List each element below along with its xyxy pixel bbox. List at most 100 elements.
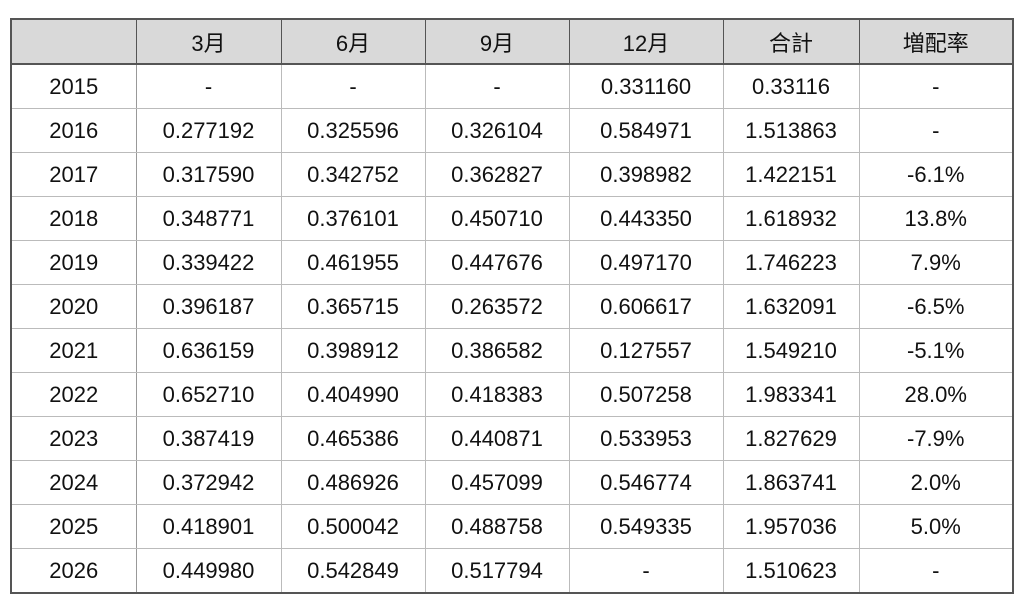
table-row: 2022 0.652710 0.404990 0.418383 0.507258 1.98…	[10, 372, 1014, 417]
value-cell: -	[858, 108, 1014, 153]
value-cell: 0.33116	[722, 63, 860, 109]
value-cell: 0.517794	[424, 548, 570, 594]
header-cell: 6月	[280, 18, 426, 65]
year-cell: 2024	[10, 460, 137, 505]
header-row: 3月 6月 9月 12月 合計 増配率	[10, 18, 1014, 65]
table-row: 2018 0.348771 0.376101 0.450710 0.443350 1.61…	[10, 196, 1014, 241]
value-cell: 5.0%	[858, 504, 1014, 549]
year-cell: 2019	[10, 240, 137, 285]
value-cell: 0.387419	[135, 416, 282, 461]
value-cell: 0.549335	[568, 504, 724, 549]
value-cell: 0.277192	[135, 108, 282, 153]
value-cell: 0.365715	[280, 284, 426, 329]
value-cell: 2.0%	[858, 460, 1014, 505]
value-cell: 0.542849	[280, 548, 426, 594]
value-cell: 0.418901	[135, 504, 282, 549]
value-cell: 0.404990	[280, 372, 426, 417]
header-cell: 3月	[135, 18, 282, 65]
table-row: 2023 0.387419 0.465386 0.440871 0.533953 1.82…	[10, 416, 1014, 461]
year-cell: 2016	[10, 108, 137, 153]
value-cell: 1.863741	[722, 460, 860, 505]
value-cell: 1.746223	[722, 240, 860, 285]
year-cell: 2020	[10, 284, 137, 329]
value-cell: 0.606617	[568, 284, 724, 329]
value-cell: 1.632091	[722, 284, 860, 329]
value-cell: 0.457099	[424, 460, 570, 505]
year-cell: 2021	[10, 328, 137, 373]
value-cell: 0.450710	[424, 196, 570, 241]
year-cell: 2025	[10, 504, 137, 549]
value-cell: 1.827629	[722, 416, 860, 461]
value-cell: 0.398982	[568, 152, 724, 197]
value-cell: 1.983341	[722, 372, 860, 417]
value-cell: 0.418383	[424, 372, 570, 417]
value-cell: -7.9%	[858, 416, 1014, 461]
value-cell: 1.549210	[722, 328, 860, 373]
value-cell: -	[424, 63, 570, 109]
table-header: 3月 6月 9月 12月 合計 増配率	[10, 18, 1014, 65]
value-cell: 0.500042	[280, 504, 426, 549]
value-cell: 0.486926	[280, 460, 426, 505]
value-cell: 0.396187	[135, 284, 282, 329]
header-cell: 12月	[568, 18, 724, 65]
value-cell: 0.449980	[135, 548, 282, 594]
header-cell: 増配率	[858, 18, 1014, 65]
value-cell: 0.372942	[135, 460, 282, 505]
value-cell: -6.1%	[858, 152, 1014, 197]
corner-cell	[10, 18, 137, 65]
value-cell: 0.348771	[135, 196, 282, 241]
value-cell: 0.263572	[424, 284, 570, 329]
value-cell: 0.376101	[280, 196, 426, 241]
table-row: 2024 0.372942 0.486926 0.457099 0.546774 1.86…	[10, 460, 1014, 505]
value-cell: -	[858, 548, 1014, 594]
value-cell: -5.1%	[858, 328, 1014, 373]
value-cell: 0.386582	[424, 328, 570, 373]
value-cell: 0.488758	[424, 504, 570, 549]
value-cell: 0.325596	[280, 108, 426, 153]
value-cell: 7.9%	[858, 240, 1014, 285]
value-cell: 0.342752	[280, 152, 426, 197]
value-cell: 0.584971	[568, 108, 724, 153]
value-cell: 0.461955	[280, 240, 426, 285]
header-cell: 合計	[722, 18, 860, 65]
year-cell: 2022	[10, 372, 137, 417]
value-cell: 0.440871	[424, 416, 570, 461]
year-cell: 2026	[10, 548, 137, 594]
value-cell: -	[858, 63, 1014, 109]
value-cell: 0.447676	[424, 240, 570, 285]
table-body: 2015- - -0.331160 0.33116-2016 0.277192 0.325…	[10, 63, 1014, 594]
value-cell: -	[135, 63, 282, 109]
dividend-table: 3月 6月 9月 12月 合計 増配率 2015- - -0.331160 0.33116-20…	[10, 18, 1014, 594]
value-cell: 0.465386	[280, 416, 426, 461]
value-cell: 13.8%	[858, 196, 1014, 241]
value-cell: 0.331160	[568, 63, 724, 109]
table-container: 3月 6月 9月 12月 合計 増配率 2015- - -0.331160 0.33116-20…	[10, 18, 1014, 594]
header-cell: 9月	[424, 18, 570, 65]
year-cell: 2017	[10, 152, 137, 197]
value-cell: 1.422151	[722, 152, 860, 197]
year-cell: 2015	[10, 63, 137, 109]
value-cell: 0.398912	[280, 328, 426, 373]
value-cell: 0.507258	[568, 372, 724, 417]
value-cell: -	[568, 548, 724, 594]
value-cell: 0.652710	[135, 372, 282, 417]
value-cell: 0.339422	[135, 240, 282, 285]
table-row: 2017 0.317590 0.342752 0.362827 0.398982 1.42…	[10, 152, 1014, 197]
year-cell: 2023	[10, 416, 137, 461]
value-cell: 1.618932	[722, 196, 860, 241]
value-cell: 1.510623	[722, 548, 860, 594]
value-cell: 1.957036	[722, 504, 860, 549]
value-cell: 1.513863	[722, 108, 860, 153]
table-row: 2021 0.636159 0.398912 0.386582 0.127557 1.54…	[10, 328, 1014, 373]
table-row: 2016 0.277192 0.325596 0.326104 0.584971 1.51…	[10, 108, 1014, 153]
value-cell: 0.326104	[424, 108, 570, 153]
value-cell: 28.0%	[858, 372, 1014, 417]
value-cell: 0.127557	[568, 328, 724, 373]
table-row: 2019 0.339422 0.461955 0.447676 0.497170 1.74…	[10, 240, 1014, 285]
table-row: 2015- - -0.331160 0.33116-	[10, 63, 1014, 109]
value-cell: 0.497170	[568, 240, 724, 285]
value-cell: 0.533953	[568, 416, 724, 461]
value-cell: 0.362827	[424, 152, 570, 197]
table-row: 2026 0.449980 0.542849 0.517794-1.510623-	[10, 548, 1014, 594]
